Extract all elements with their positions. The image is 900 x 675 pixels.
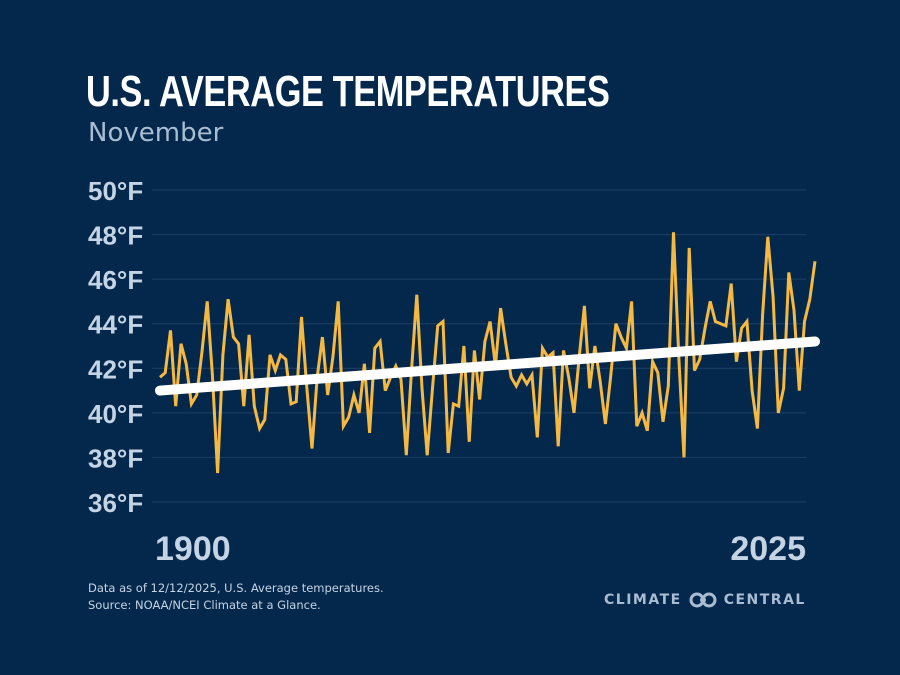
y-tick-label: 46°F (88, 265, 143, 295)
x-axis-tick-labels: 1900 2025 (155, 530, 806, 568)
y-tick-label: 42°F (88, 354, 143, 384)
logo-text-climate: CLIMATE (604, 592, 682, 608)
chart-subtitle: November (88, 118, 224, 148)
x-tick-label-start: 1900 (155, 530, 231, 568)
temperature-series-line (159, 232, 817, 474)
footnote-line-source: Source: NOAA/NCEI Climate at a Glance. (88, 598, 321, 612)
y-tick-label: 44°F (88, 310, 143, 340)
y-tick-label: 48°F (88, 221, 143, 251)
trend-layer (155, 336, 820, 396)
y-tick-label: 36°F (88, 488, 143, 518)
x-tick-label-end: 2025 (730, 530, 806, 568)
gridlines (152, 189, 806, 503)
footnote: Data as of 12/12/2025, U.S. Average temp… (88, 580, 384, 614)
y-axis-tick-labels: 50°F 48°F 46°F 44°F 42°F 40°F 38°F 36°F (88, 176, 143, 518)
y-tick-label: 40°F (88, 399, 143, 429)
y-tick-label: 50°F (88, 176, 143, 206)
interlocking-circles-icon (688, 592, 718, 608)
chart-title: U.S. AVERAGE TEMPERATURES (86, 67, 610, 116)
climate-central-logo: CLIMATE CENTRAL (604, 592, 806, 608)
y-tick-label: 38°F (88, 443, 143, 473)
trend-line (155, 336, 820, 396)
logo-text-central: CENTRAL (723, 592, 806, 608)
footnote-line-data-date: Data as of 12/12/2025, U.S. Average temp… (88, 581, 384, 595)
